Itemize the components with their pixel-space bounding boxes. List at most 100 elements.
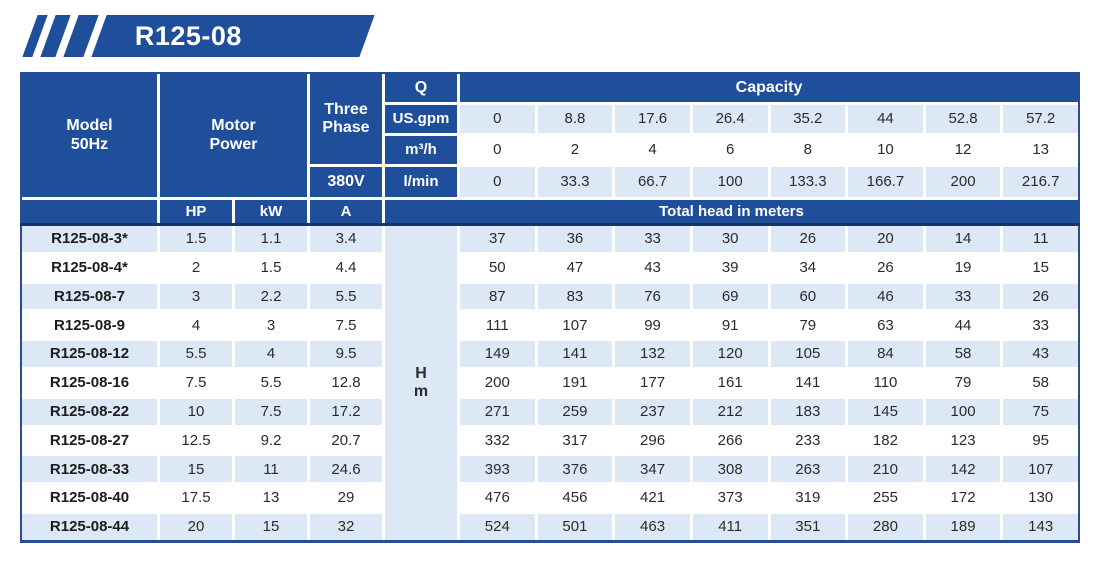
head-cell: 91	[692, 312, 768, 339]
spec-table: Model 50Hz Motor Power Three Phase 380V …	[20, 72, 1080, 543]
header-motor-power-cell: Motor Power	[160, 74, 307, 197]
amp-cell: 3.4	[310, 226, 382, 252]
head-cell: 79	[925, 369, 1001, 396]
head-cell: 476	[460, 485, 535, 511]
head-cell: 83	[537, 283, 613, 310]
capacity-cell: 8	[770, 136, 846, 164]
head-cell: 39	[692, 254, 768, 281]
head-cell: 33	[925, 283, 1001, 310]
head-cell: 145	[848, 398, 923, 425]
hp-cell: 12.5	[160, 427, 232, 454]
head-cell: 100	[925, 398, 1001, 425]
head-cell: 15	[1003, 254, 1078, 281]
head-cell: 30	[692, 226, 768, 252]
header-voltage-cell: 380V	[310, 167, 382, 197]
header-model-cell: Model 50Hz	[22, 74, 157, 197]
head-cell: 75	[1003, 398, 1078, 425]
amp-cell: 24.6	[310, 456, 382, 483]
head-cell: 19	[925, 254, 1001, 281]
capacity-cell: 13	[1003, 136, 1078, 164]
subheader-hp-cell: HP	[160, 200, 232, 223]
head-cell: 79	[770, 312, 846, 339]
model-cell: R125-08-4*	[22, 254, 157, 281]
kw-cell: 15	[235, 513, 307, 540]
head-cell: 105	[770, 341, 846, 367]
amp-cell: 32	[310, 513, 382, 540]
head-cell: 34	[770, 254, 846, 281]
model-cell: R125-08-7	[22, 283, 157, 310]
model-cell: R125-08-9	[22, 312, 157, 339]
model-cell: R125-08-3*	[22, 226, 157, 252]
capacity-cell: 0	[460, 167, 535, 197]
head-cell: 26	[770, 226, 846, 252]
head-cell: 44	[925, 312, 1001, 339]
head-cell: 308	[692, 456, 768, 483]
hp-cell: 5.5	[160, 341, 232, 367]
kw-cell: 13	[235, 485, 307, 511]
head-cell: 463	[615, 513, 690, 540]
unit-lmin-cell: l/min	[385, 167, 457, 197]
hp-cell: 17.5	[160, 485, 232, 511]
hp-cell: 2	[160, 254, 232, 281]
head-cell: 43	[1003, 341, 1078, 367]
head-cell: 130	[1003, 485, 1078, 511]
power-label: Power	[209, 135, 258, 153]
head-cell: 142	[925, 456, 1001, 483]
motor-label: Motor	[211, 117, 256, 135]
capacity-cell: 216.7	[1003, 167, 1078, 197]
head-cell: 141	[770, 369, 846, 396]
head-cell: 347	[615, 456, 690, 483]
head-cell: 376	[537, 456, 613, 483]
kw-cell: 11	[235, 456, 307, 483]
head-unit-cell: H m	[385, 226, 457, 540]
kw-cell: 2.2	[235, 283, 307, 310]
head-cell: 26	[848, 254, 923, 281]
subheader-total-head-cell: Total head in meters	[385, 200, 1078, 223]
head-cell: 200	[460, 369, 535, 396]
kw-cell: 9.2	[235, 427, 307, 454]
head-cell: 11	[1003, 226, 1078, 252]
kw-cell: 1.5	[235, 254, 307, 281]
head-cell: 189	[925, 513, 1001, 540]
capacity-cell: 0	[460, 105, 535, 133]
head-cell: 76	[615, 283, 690, 310]
head-cell: 332	[460, 427, 535, 454]
hp-cell: 3	[160, 283, 232, 310]
head-cell: 143	[1003, 513, 1078, 540]
amp-cell: 29	[310, 485, 382, 511]
model-label: Model	[66, 117, 113, 135]
subheader-kw-cell: kW	[235, 200, 307, 223]
capacity-cell: 200	[925, 167, 1001, 197]
head-cell: 259	[537, 398, 613, 425]
capacity-cell: 57.2	[1003, 105, 1078, 133]
subheader-blank-cell	[22, 200, 157, 223]
head-cell: 60	[770, 283, 846, 310]
head-cell: 36	[537, 226, 613, 252]
capacity-cell: 100	[692, 167, 768, 197]
amp-cell: 9.5	[310, 341, 382, 367]
head-cell: 191	[537, 369, 613, 396]
badge-title: R125-08	[135, 20, 243, 51]
head-cell: 317	[537, 427, 613, 454]
head-cell: 319	[770, 485, 846, 511]
model-cell: R125-08-16	[22, 369, 157, 396]
unit-usgpm-cell: US.gpm	[385, 105, 457, 133]
header-three-phase-cell: Three Phase	[310, 74, 382, 164]
amp-cell: 20.7	[310, 427, 382, 454]
capacity-cell: 10	[848, 136, 923, 164]
head-cell: 14	[925, 226, 1001, 252]
kw-cell: 5.5	[235, 369, 307, 396]
capacity-cell: 0	[460, 136, 535, 164]
head-cell: 33	[615, 226, 690, 252]
kw-cell: 4	[235, 341, 307, 367]
head-cell: 107	[1003, 456, 1078, 483]
head-cell: 182	[848, 427, 923, 454]
capacity-cell: 2	[537, 136, 613, 164]
capacity-cell: 52.8	[925, 105, 1001, 133]
head-cell: 210	[848, 456, 923, 483]
hp-cell: 4	[160, 312, 232, 339]
head-cell: 95	[1003, 427, 1078, 454]
head-cell: 132	[615, 341, 690, 367]
hp-cell: 20	[160, 513, 232, 540]
hp-cell: 10	[160, 398, 232, 425]
